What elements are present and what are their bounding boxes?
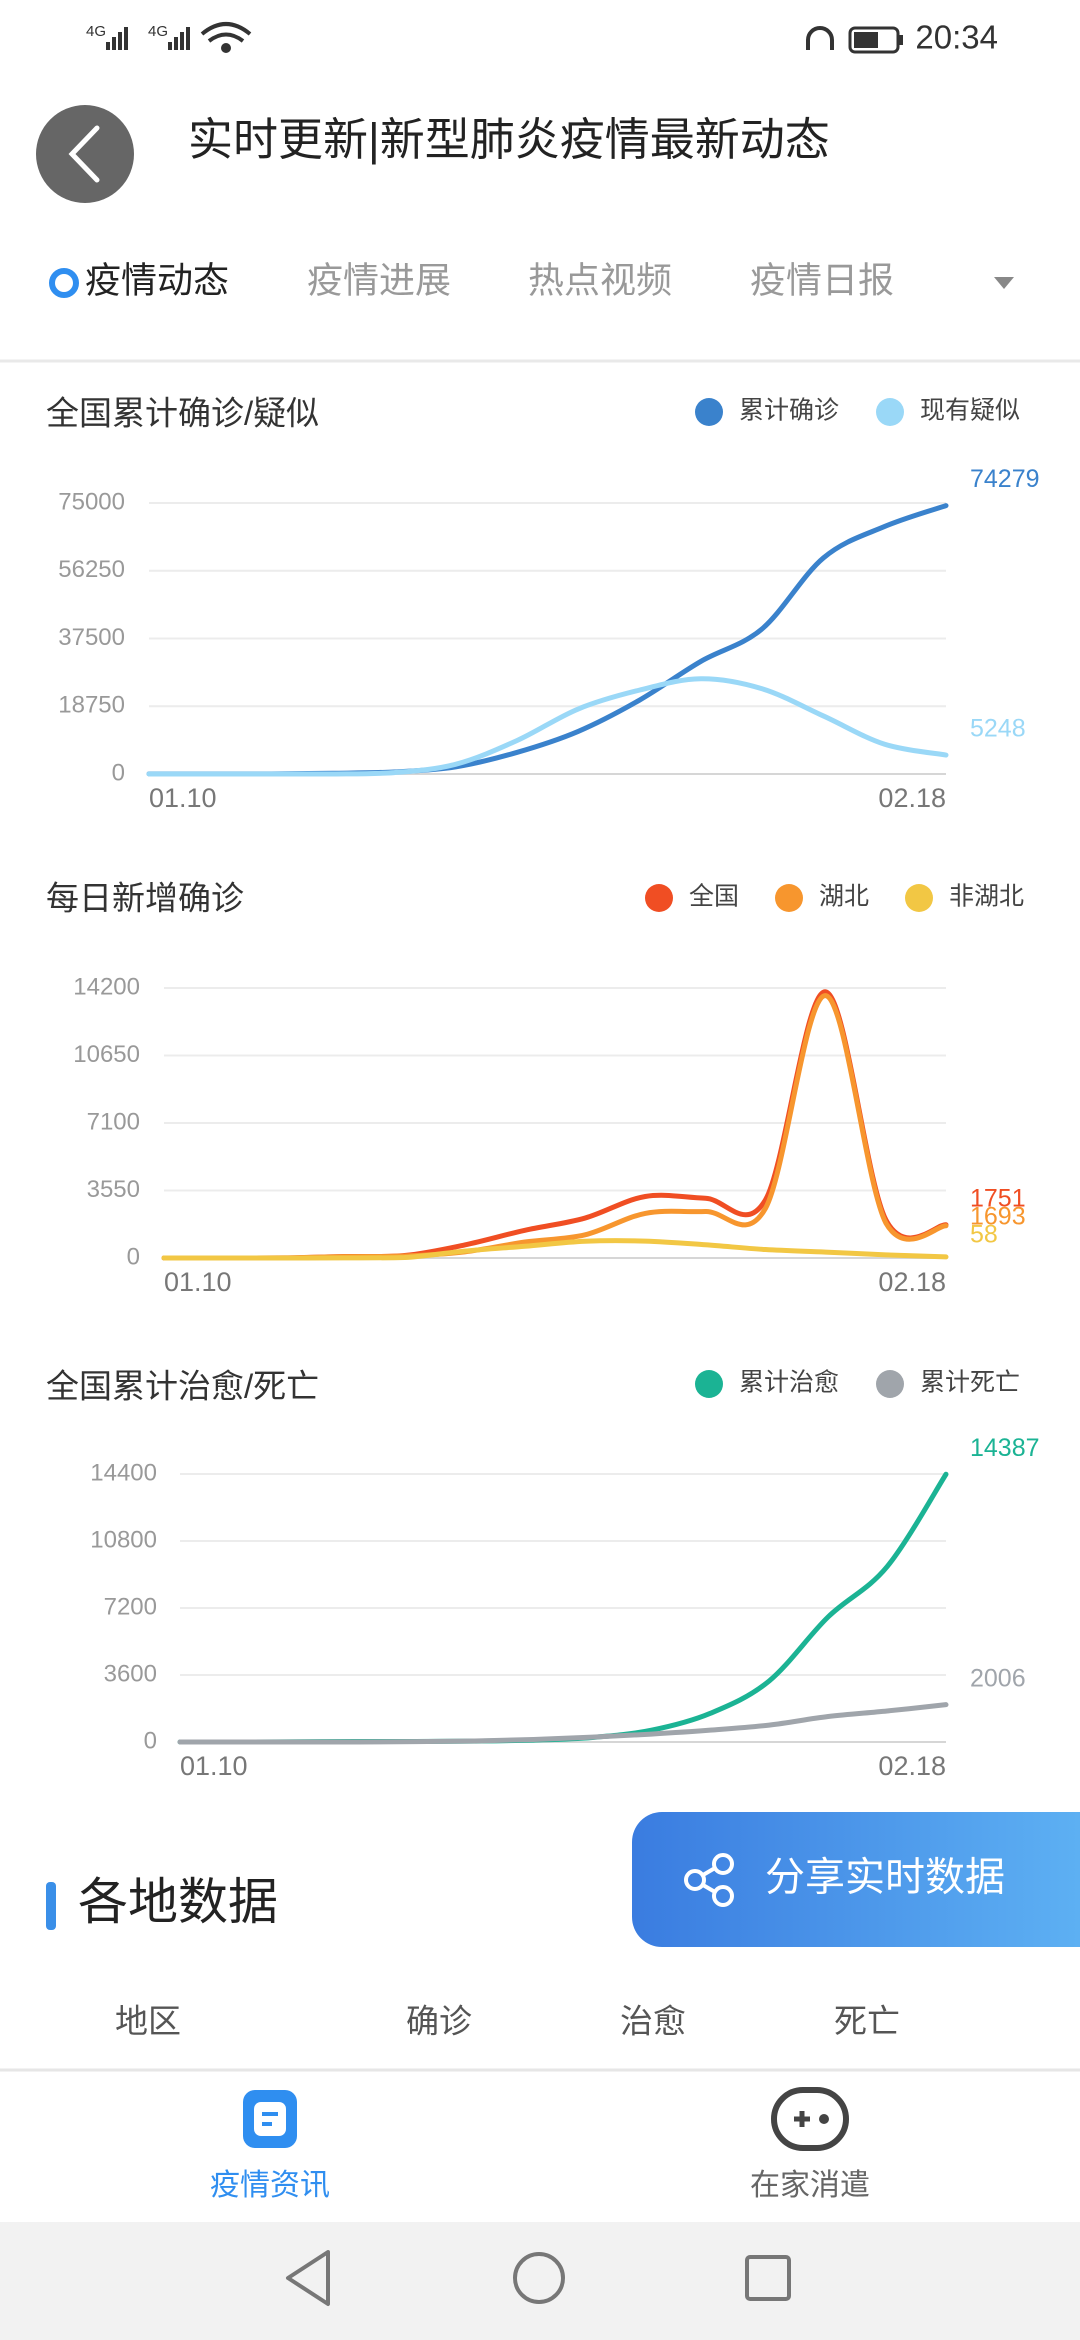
end-value-label: 58 [970, 1220, 998, 1248]
game-icon-pad [794, 2111, 810, 2127]
x-tick-label: 02.18 [878, 1751, 946, 1781]
y-tick-label: 14200 [73, 973, 140, 1000]
end-value-label: 14387 [970, 1434, 1040, 1462]
news-icon-inner [254, 2102, 286, 2136]
tab[interactable]: 疫情日报 [750, 260, 894, 301]
y-tick-label: 3550 [87, 1176, 140, 1203]
nav-home[interactable] [513, 2252, 565, 2304]
series-line [161, 993, 949, 1261]
legend-swatch [775, 884, 803, 912]
legend-label: 累计死亡 [920, 1369, 1020, 1397]
legend-swatch [695, 1370, 723, 1398]
wifi-icon [200, 22, 252, 53]
share-icon [684, 1853, 734, 1907]
news-icon-line [262, 2112, 278, 2116]
signal-icon [106, 27, 128, 50]
section-marker [46, 1882, 56, 1930]
chart-title: 全国累计治愈/死亡 [46, 1368, 319, 1405]
system-nav [0, 2222, 1080, 2340]
y-tick-label: 18750 [58, 692, 125, 719]
column-header: 死亡 [834, 2003, 900, 2040]
network-label: 4G [86, 23, 106, 40]
series-line [161, 1238, 949, 1261]
legend-swatch [695, 398, 723, 426]
tab[interactable]: 疫情进展 [307, 260, 451, 301]
signal-icon [168, 27, 190, 50]
x-tick-label: 01.10 [164, 1267, 232, 1297]
status-bar: 4G 4G 20:34 [86, 19, 998, 56]
tab[interactable]: 热点视频 [528, 260, 672, 301]
y-tick-label: 14400 [90, 1459, 157, 1486]
y-tick-label: 37500 [58, 624, 125, 651]
x-tick-label: 01.10 [149, 783, 217, 813]
legend-swatch [876, 1370, 904, 1398]
column-header: 治愈 [620, 2003, 686, 2040]
column-header: 确诊 [406, 2003, 472, 2040]
end-value-label: 74279 [970, 465, 1040, 493]
series-line [161, 989, 949, 1261]
news-icon-line [262, 2122, 272, 2126]
headset-icon [806, 26, 834, 50]
nav-label[interactable]: 疫情资讯 [210, 2169, 330, 2202]
battery-tip [899, 35, 903, 45]
series-line [146, 503, 949, 777]
share-button[interactable] [632, 1812, 1080, 1947]
y-tick-label: 10800 [90, 1526, 157, 1553]
legend-label: 全国 [689, 883, 739, 911]
tab-bar [0, 212, 1080, 362]
end-value-label: 5248 [970, 715, 1026, 743]
legend-swatch [645, 884, 673, 912]
nav-back[interactable] [286, 2250, 330, 2306]
legend-swatch [876, 398, 904, 426]
legend-label: 非湖北 [949, 883, 1024, 911]
chart-title: 每日新增确诊 [46, 880, 244, 917]
y-tick-label: 0 [127, 1243, 140, 1270]
nav-recent[interactable] [745, 2255, 791, 2301]
nav-label[interactable]: 在家消遣 [750, 2169, 870, 2202]
clock: 20:34 [915, 19, 998, 56]
end-value-label: 2006 [970, 1664, 1026, 1692]
back-icon [68, 125, 100, 183]
x-tick-label: 02.18 [878, 783, 946, 813]
end-value-label: 1751 [970, 1184, 1026, 1212]
legend-label: 现有疑似 [920, 397, 1020, 425]
battery-icon [848, 26, 900, 54]
share-label[interactable]: 分享实时数据 [765, 1856, 1005, 1900]
battery-level [854, 32, 878, 48]
bottom-nav [0, 2070, 1080, 2222]
y-tick-label: 7100 [87, 1108, 140, 1135]
active-tab-dot [49, 268, 79, 298]
legend-swatch [905, 884, 933, 912]
network-label: 4G [148, 23, 168, 40]
column-header: 地区 [115, 2003, 181, 2040]
back-button[interactable] [36, 105, 134, 203]
legend-label: 累计治愈 [739, 1369, 839, 1397]
y-tick-label: 56250 [58, 556, 125, 583]
game-icon[interactable] [771, 2087, 849, 2151]
legend-label: 累计确诊 [739, 397, 839, 425]
tab-dropdown[interactable] [994, 277, 1014, 289]
x-tick-label: 02.18 [878, 1267, 946, 1297]
y-tick-label: 7200 [104, 1593, 157, 1620]
chart-title: 全国累计确诊/疑似 [46, 395, 319, 432]
y-tick-label: 75000 [58, 488, 125, 515]
y-tick-label: 0 [144, 1727, 157, 1754]
page-title: 实时更新|新型肺炎疫情最新动态 [188, 114, 830, 165]
section-title: 各地数据 [78, 1874, 278, 1930]
x-tick-label: 01.10 [180, 1751, 248, 1781]
legend-label: 湖北 [819, 883, 869, 911]
end-value-label: 1693 [970, 1202, 1026, 1230]
y-tick-label: 10650 [73, 1041, 140, 1068]
series-line [177, 1702, 949, 1745]
y-tick-label: 3600 [104, 1660, 157, 1687]
y-tick-label: 0 [112, 759, 125, 786]
series-line [146, 676, 949, 777]
game-icon-button [819, 2114, 829, 2124]
tab[interactable]: 疫情动态 [85, 260, 229, 301]
